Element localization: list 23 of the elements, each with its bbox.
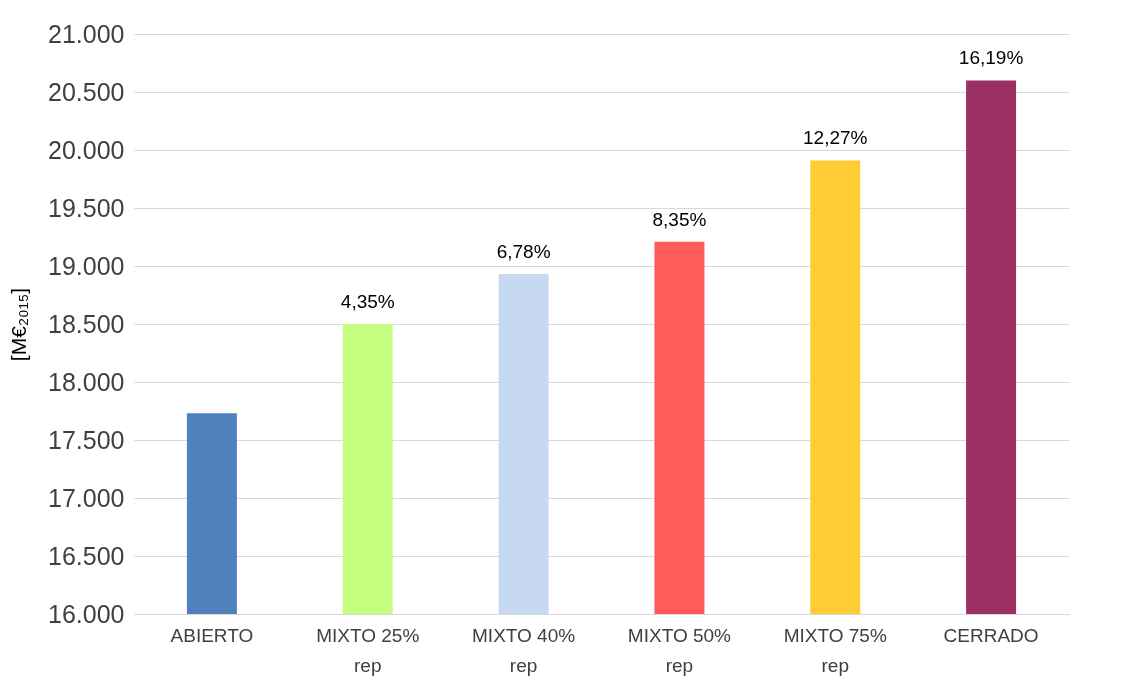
x-tick-label: ABIERTO [170,624,254,646]
x-tick-label: MIXTO 40% rep [472,624,576,676]
y-tick-label: 21.000 [48,19,125,48]
x-tick-label: CERRADO [943,624,1039,646]
x-tick-label: MIXTO 75% rep [783,624,887,676]
annotation: 4,35% [340,291,395,312]
annotation: 8,35% [652,208,707,230]
x-tick-label: MIXTO 50% rep [627,624,732,676]
y-tick-label: 19.500 [48,193,125,222]
annotation: 6,78% [496,241,551,263]
y-tick-label: 16.000 [48,599,125,628]
y-tick-label: 17.000 [48,483,125,512]
y-tick-label: 18.000 [48,367,125,396]
y-tick-label: 19.000 [48,251,125,280]
y-tick-label: 18.500 [48,309,125,338]
y-tick-label: 20.000 [48,135,125,164]
annotation: 16,19% [958,47,1024,69]
y-tick-label: 16.500 [48,541,125,570]
x-tick-label: MIXTO 25% rep [316,624,420,676]
y-tick-label: 20.500 [48,77,125,106]
annotation: 12,27% [803,127,868,149]
y-axis-title: [M€₂₀₁₅] [7,287,31,362]
y-tick-label: 17.500 [48,425,125,454]
